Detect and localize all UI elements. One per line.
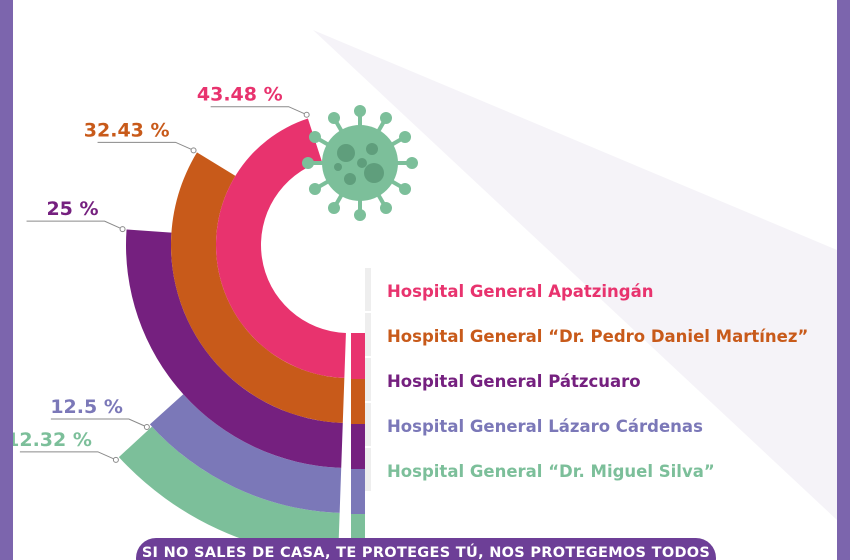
arc-bar-cap-1 [351,333,365,379]
virus-spot [337,144,355,162]
virus-spike-tip [399,183,412,195]
value-label-2: 32.43 % [84,119,170,141]
connector-line-5 [19,451,117,461]
virus-icon [302,105,418,221]
connector-dot-2 [190,147,197,154]
legend-divider-4 [365,403,371,446]
virus-spike-tip [302,157,314,169]
legend-divider-1 [365,268,371,311]
legend-divider-2 [365,313,371,356]
arc-bar-cap-3 [351,423,365,469]
virus-spike-tip [399,131,412,143]
connector-line-3 [26,220,123,230]
legend-label-1: Hospital General Apatzingán [387,282,654,301]
connector-dot-3 [119,226,126,233]
virus-spot [334,163,342,171]
virus-spot [357,158,367,168]
connector-dot-1 [303,111,310,118]
virus-spike-tip [380,111,392,124]
virus-spike-tip [328,202,340,215]
virus-spot [344,173,356,185]
connector-dot-5 [112,456,119,463]
arc-bar-2 [170,152,345,423]
legend-label-4: Hospital General Lázaro Cárdenas [387,417,703,436]
virus-spike-tip [380,202,392,215]
arc-bar-5 [118,426,340,558]
arc-bar-1 [215,118,346,378]
virus-spot [364,163,384,183]
connector-dot-4 [143,424,150,431]
virus-spike-tip [308,131,321,143]
footer-banner: SI NO SALES DE CASA, TE PROTEGES TÚ, NOS… [136,538,716,560]
legend-label-5: Hospital General “Dr. Miguel Silva” [387,462,715,481]
virus-spike-tip [354,105,366,117]
legend-divider-3 [365,358,371,401]
virus-spot [366,143,378,155]
arc-bar-cap-2 [351,378,365,424]
value-label-1: 43.48 % [197,84,283,106]
virus-spike-tip [308,183,321,195]
legend-label-3: Hospital General Pátzcuaro [387,372,641,391]
value-label-3: 25 % [46,198,98,220]
virus-spike-tip [406,157,418,169]
infographic: 12.32 % 12.5 % 25 % 32.43 % 43.48 % Hospital… [13,0,837,560]
radial-bar-chart: 12.32 % 12.5 % 25 % 32.43 % 43.48 % Hospital… [13,30,837,559]
connector-line-1 [210,106,307,116]
connector-line-4 [50,418,148,428]
arc-bar-cap-4 [351,468,365,514]
arc-bar-4 [149,394,342,513]
connector-line-2 [97,141,194,151]
value-label-4: 12.5 % [50,396,123,418]
virus-spike-tip [354,209,366,221]
legend-label-2: Hospital General “Dr. Pedro Daniel Martí… [387,327,808,346]
legend-divider-5 [365,448,371,491]
virus-spike-tip [328,111,340,124]
background-shade [313,30,837,520]
arc-bar-3 [125,229,343,468]
value-label-5: 12.32 % [13,429,92,451]
